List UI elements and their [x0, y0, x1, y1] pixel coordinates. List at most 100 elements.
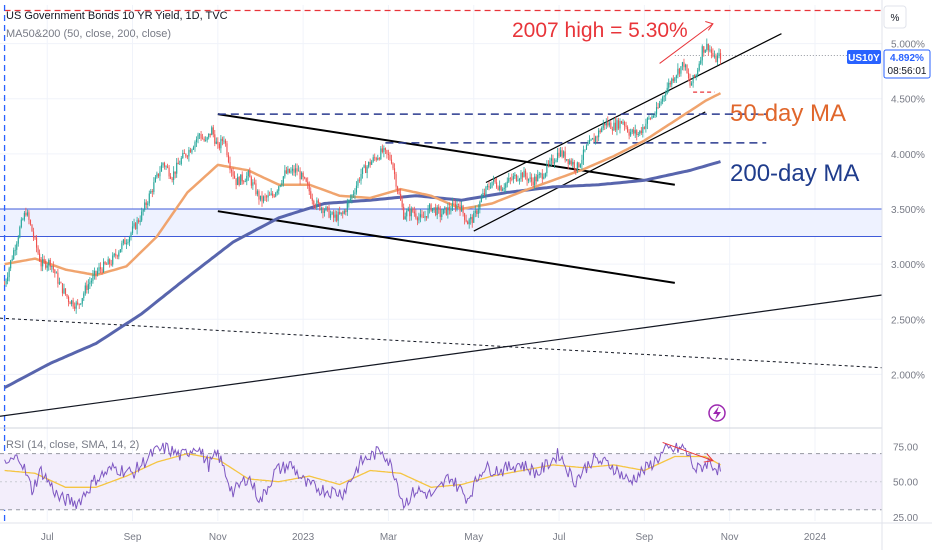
candle-body — [179, 164, 181, 165]
candle-body — [119, 249, 121, 253]
candle-body — [25, 212, 27, 216]
candle-body — [456, 203, 458, 209]
y-tick-label: 3.500% — [891, 205, 925, 216]
candle-body — [253, 182, 255, 184]
candle-body — [540, 173, 542, 175]
candle-body — [86, 285, 88, 290]
candle-body — [337, 211, 339, 221]
candle-body — [145, 202, 147, 205]
candle-body — [328, 207, 330, 218]
candle-body — [579, 164, 581, 168]
candle-body — [578, 162, 580, 168]
candle-body — [424, 216, 426, 218]
candle-body — [375, 158, 377, 160]
rsi-panel — [0, 427, 882, 511]
candle-body — [392, 163, 394, 169]
candle-body — [660, 101, 662, 104]
candle-body — [462, 205, 464, 214]
candle-body — [655, 107, 658, 115]
candle-body — [113, 253, 115, 256]
candle-body — [118, 252, 120, 257]
candle-body — [451, 202, 453, 211]
candle-body — [483, 193, 485, 195]
candle-body — [648, 117, 650, 119]
candle-body — [675, 75, 677, 78]
candle-body — [649, 117, 652, 119]
candle-body — [54, 269, 56, 274]
candle-body — [683, 62, 685, 68]
candle-body — [415, 213, 417, 218]
candle-body — [531, 177, 533, 182]
candle-body — [590, 139, 592, 141]
candle-body — [311, 198, 313, 201]
candle-body — [552, 158, 554, 164]
chart-title: US Government Bonds 10 YR Yield, 1D, TVC — [6, 10, 228, 22]
y-tick-label: 2.000% — [891, 370, 925, 381]
candle-body — [361, 167, 364, 175]
candle-body — [127, 242, 129, 244]
candle-body — [323, 210, 326, 213]
candle-body — [435, 207, 437, 216]
candle-body — [272, 193, 274, 197]
candle-body — [339, 211, 341, 214]
candle-body — [380, 148, 382, 160]
candle-body — [622, 122, 624, 124]
candle-body — [535, 176, 537, 182]
candle-body — [48, 259, 50, 266]
candle-body — [368, 161, 370, 167]
candle-body — [512, 176, 514, 180]
candle-body — [307, 181, 309, 185]
candle-body — [457, 203, 460, 205]
candle-body — [488, 185, 490, 188]
candle-body — [409, 209, 411, 217]
candle-body — [226, 143, 228, 156]
candle-body — [35, 237, 38, 248]
candle-body — [159, 171, 161, 177]
candle-body — [171, 178, 173, 180]
candle-body — [45, 260, 47, 268]
candle-body — [610, 122, 612, 130]
candle-body — [166, 166, 169, 168]
candle-body — [718, 53, 720, 56]
y-tick-label: 3.000% — [891, 260, 925, 271]
candle-body — [474, 210, 476, 214]
candle-body — [518, 179, 521, 181]
candle-body — [322, 208, 324, 213]
lightning-icon[interactable] — [708, 404, 726, 422]
candle-body — [614, 122, 616, 131]
candle-body — [195, 139, 198, 143]
candle-body — [537, 175, 539, 182]
candle-body — [331, 212, 333, 215]
candle-body — [441, 214, 443, 217]
candle-body — [687, 73, 690, 79]
candle-body — [92, 275, 94, 281]
candle-body — [677, 68, 679, 76]
ma50-annotation: 50-day MA — [730, 100, 846, 127]
ma200-annotation: 200-day MA — [730, 160, 859, 187]
candle-body — [564, 151, 566, 161]
candle-body — [541, 173, 543, 179]
candle-body — [343, 210, 345, 214]
scale-button[interactable] — [883, 5, 907, 29]
candle-body — [572, 161, 574, 165]
candle-body — [558, 152, 560, 157]
candle-body — [351, 195, 353, 199]
candle-body — [107, 259, 109, 265]
candle-body — [221, 138, 223, 141]
candle-body — [684, 64, 687, 68]
candle-body — [316, 200, 318, 208]
candle-body — [482, 193, 484, 198]
candle-body — [634, 130, 636, 134]
candle-body — [505, 183, 507, 188]
candle-body — [671, 78, 673, 85]
candle-body — [138, 220, 140, 222]
symbol-badge — [847, 50, 881, 64]
candle-body — [270, 193, 272, 196]
candle-body — [206, 137, 208, 141]
candle-body — [37, 247, 39, 254]
candle-body — [148, 193, 150, 204]
candle-body — [67, 296, 70, 303]
candle-body — [389, 155, 391, 160]
candle-body — [532, 181, 534, 186]
candle-body — [64, 288, 67, 295]
